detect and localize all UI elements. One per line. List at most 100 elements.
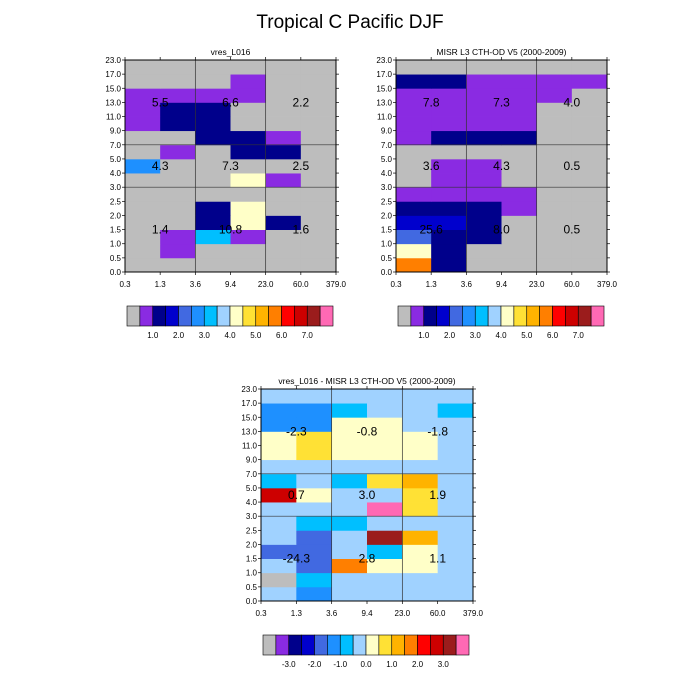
heatmap-cell <box>230 158 267 174</box>
heatmap-cell <box>402 516 439 531</box>
y-tick-label: 0.5 <box>110 254 122 263</box>
heatmap-cell <box>431 229 467 245</box>
heatmap-cell <box>367 459 403 475</box>
panel-title: vres_L016 - MISR L3 CTH-OD V5 (2000-2009… <box>278 376 455 386</box>
heatmap-cell <box>300 60 337 75</box>
colorbar-swatch <box>301 634 315 656</box>
heatmap-cell <box>536 215 573 230</box>
x-tick-label: 9.4 <box>225 280 237 289</box>
heatmap-cell <box>160 144 196 160</box>
heatmap-cell <box>501 102 538 117</box>
heatmap-cell <box>571 158 608 174</box>
heatmap-cell <box>195 187 231 202</box>
heatmap-cell <box>402 558 439 574</box>
y-tick-label: 4.0 <box>381 169 393 178</box>
colorbar-swatch <box>268 305 282 327</box>
colorbar-swatch <box>404 634 418 656</box>
heatmap-cell <box>396 88 432 103</box>
y-tick-label: 5.0 <box>381 155 393 164</box>
x-tick-label: 0.3 <box>119 280 131 289</box>
heatmap-cell <box>402 530 439 545</box>
panel-3: vres_L016 - MISR L3 CTH-OD V5 (2000-2009… <box>241 376 483 669</box>
heatmap-cell <box>230 102 267 117</box>
heatmap-cell <box>367 473 403 489</box>
y-tick-label: 1.5 <box>381 226 393 235</box>
heatmap-cell <box>431 257 467 273</box>
heatmap-cell <box>195 243 231 259</box>
y-tick-label: 3.0 <box>246 512 258 521</box>
heatmap-cell <box>195 102 231 117</box>
colorbar-label: 4.0 <box>224 331 236 340</box>
colorbar-swatch <box>500 305 515 327</box>
y-tick-label: 13.0 <box>105 98 121 107</box>
heatmap-cell <box>431 116 467 132</box>
y-tick-label: 7.0 <box>110 141 122 150</box>
colorbar-swatch <box>255 305 269 327</box>
heatmap-cell <box>331 586 368 602</box>
x-tick-label: 379.0 <box>326 280 347 289</box>
colorbar-swatch <box>552 305 566 327</box>
colorbar-swatch <box>577 305 592 327</box>
heatmap-cell <box>265 173 302 188</box>
heatmap-cell <box>160 116 196 132</box>
colorbar-swatch <box>430 634 444 656</box>
colorbar-swatch <box>442 634 457 656</box>
heatmap-cell <box>195 88 231 103</box>
heatmap-cell <box>261 558 297 574</box>
colorbar-label: 5.0 <box>250 331 262 340</box>
y-tick-label: 7.0 <box>381 141 393 150</box>
colorbar-swatch <box>378 634 393 656</box>
heatmap-cell <box>431 60 467 75</box>
heatmap-cell <box>571 102 608 117</box>
heatmap-cell <box>396 173 432 188</box>
heatmap-cell <box>367 502 403 517</box>
heatmap-cell <box>230 187 267 202</box>
heatmap-cell <box>396 229 432 245</box>
heatmap-cell <box>265 229 302 245</box>
y-tick-label: 17.0 <box>241 399 257 408</box>
heatmap-cell <box>125 229 161 245</box>
heatmap-cell <box>300 243 337 259</box>
heatmap-cell <box>466 187 502 202</box>
y-tick-label: 0.0 <box>246 597 258 606</box>
y-tick-label: 4.0 <box>246 498 258 507</box>
x-tick-label: 0.3 <box>390 280 402 289</box>
heatmap-cell <box>402 487 439 503</box>
heatmap-cell <box>501 60 538 75</box>
heatmap-cell <box>536 173 573 188</box>
heatmap-cell <box>261 403 297 418</box>
heatmap-cell <box>437 431 474 446</box>
panel-title: vres_L016 <box>211 47 251 57</box>
colorbar-swatch <box>436 305 450 327</box>
x-tick-label: 23.0 <box>395 609 411 618</box>
heatmap-cell <box>265 144 302 160</box>
heatmap-cell <box>125 201 161 216</box>
heatmap-cell <box>331 572 368 588</box>
heatmap-cell <box>296 544 333 559</box>
summary-value: 4.0 <box>563 95 580 109</box>
y-tick-label: 11.0 <box>242 442 258 451</box>
x-tick-label: 60.0 <box>564 280 580 289</box>
y-tick-label: 4.0 <box>110 169 122 178</box>
heatmap-cell <box>466 229 502 245</box>
colorbar-swatch <box>191 305 205 327</box>
heatmap-cell <box>396 187 432 202</box>
heatmap-cell <box>466 243 502 259</box>
colorbar-swatch <box>216 305 231 327</box>
heatmap-cell <box>571 173 608 188</box>
summary-value: 3.6 <box>423 159 440 173</box>
y-tick-label: 9.0 <box>110 127 122 136</box>
colorbar-swatch <box>126 305 141 327</box>
colorbar-swatch <box>539 305 553 327</box>
heatmap-cell <box>402 445 439 461</box>
heatmap-cell <box>230 144 267 160</box>
summary-value: 7.3 <box>493 95 510 109</box>
summary-value: 0.7 <box>288 488 305 502</box>
heatmap-cell <box>402 459 439 475</box>
y-tick-label: 23.0 <box>241 385 257 394</box>
heatmap-cell <box>230 201 267 216</box>
y-tick-label: 17.0 <box>376 70 392 79</box>
heatmap-cell <box>300 187 337 202</box>
heatmap-cell <box>265 215 302 230</box>
colorbar-swatch <box>391 634 405 656</box>
